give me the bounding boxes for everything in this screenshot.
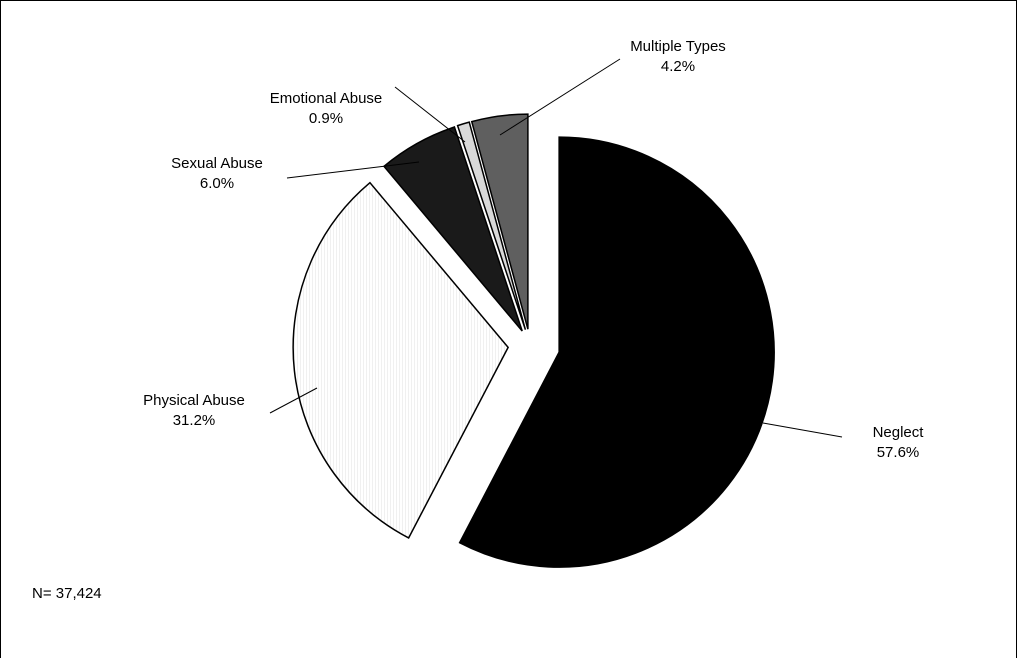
- slice-percent-label: 4.2%: [661, 58, 695, 75]
- slice-name-label: Neglect: [873, 424, 925, 441]
- leader-line-sexual-abuse: [286, 161, 420, 179]
- slice-name-label: Emotional Abuse: [270, 90, 383, 107]
- sample-size-note: N= 37,424: [32, 585, 102, 602]
- slice-percent-label: 6.0%: [200, 175, 234, 192]
- pie-slice-emotional-abuse: [456, 121, 527, 330]
- slice-percent-label: 57.6%: [877, 444, 920, 461]
- slice-percent-label: 0.9%: [309, 110, 343, 127]
- slice-name-label: Physical Abuse: [143, 392, 245, 409]
- pie-slice-physical-abuse: [292, 181, 510, 539]
- slice-name-label: Multiple Types: [630, 38, 726, 55]
- pie-slice-multiple-types: [470, 113, 529, 330]
- slice-percent-label: 31.2%: [173, 412, 216, 429]
- leader-line-neglect: [762, 422, 843, 438]
- leader-line-multiple-types: [499, 58, 621, 136]
- leader-line-emotional-abuse: [394, 86, 466, 143]
- slice-name-label: Sexual Abuse: [171, 155, 263, 172]
- leader-line-physical-abuse: [269, 387, 318, 414]
- pie-slice-neglect: [458, 136, 775, 568]
